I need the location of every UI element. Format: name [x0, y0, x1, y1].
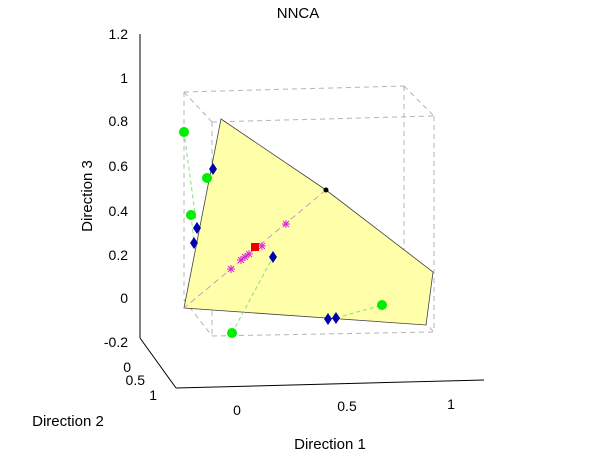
- data-point-blue: [332, 312, 340, 324]
- data-point-green: [179, 127, 189, 137]
- z-tick-label: 0.4: [109, 203, 129, 219]
- y-axis-line: [139, 337, 177, 389]
- x-axis-line: [175, 379, 485, 389]
- x-tick-label: 1: [447, 396, 455, 412]
- y-tick-label: 1: [149, 387, 157, 403]
- data-point-blue: [190, 237, 198, 249]
- z-tick-label: -0.2: [104, 334, 128, 350]
- data-point-magenta: [227, 265, 235, 273]
- z-tick-label: 0: [120, 290, 128, 306]
- blue-diamond-series: [190, 163, 340, 325]
- x-axis-label: Direction 1: [294, 436, 366, 453]
- z-tick-label: 1: [120, 70, 128, 86]
- y-axis: 0 0.5 1 Direction 2: [32, 337, 177, 430]
- data-point-blue: [324, 313, 332, 325]
- data-point-magenta: [258, 242, 266, 250]
- x-tick-label: 0.5: [337, 398, 357, 414]
- y-tick-label: 0: [123, 359, 131, 375]
- y-axis-label: Direction 2: [32, 413, 104, 430]
- chart-title: NNCA: [277, 5, 320, 22]
- data-point-green: [377, 300, 387, 310]
- data-point-green: [186, 210, 196, 220]
- data-point-magenta: [245, 250, 253, 258]
- z-axis-label: Direction 3: [79, 160, 96, 232]
- z-tick-label: 0.8: [109, 113, 129, 129]
- green-circle-series: [179, 127, 387, 338]
- data-point-black: [323, 187, 329, 193]
- data-point-blue: [269, 251, 277, 263]
- z-tick-label: 0.2: [109, 247, 129, 263]
- x-tick-label: 0: [233, 402, 241, 418]
- data-point-green: [227, 328, 237, 338]
- magenta-asterisk-series: [227, 220, 290, 273]
- y-tick-label: 0.5: [126, 372, 146, 388]
- x-axis: 0 0.5 1 Direction 1: [175, 379, 485, 453]
- data-point-blue: [193, 222, 201, 234]
- z-tick-label: 1.2: [109, 26, 129, 42]
- data-point-red: [251, 243, 259, 251]
- data-point-green: [202, 173, 212, 183]
- nnca-surface: [183, 118, 434, 326]
- z-tick-label: 0.6: [109, 158, 129, 174]
- data-point-magenta: [282, 220, 290, 228]
- z-axis: 1.2 1 0.8 0.6 0.4 0.2 0 -0.2 Direction 3: [79, 26, 141, 350]
- data-point-blue: [209, 163, 217, 175]
